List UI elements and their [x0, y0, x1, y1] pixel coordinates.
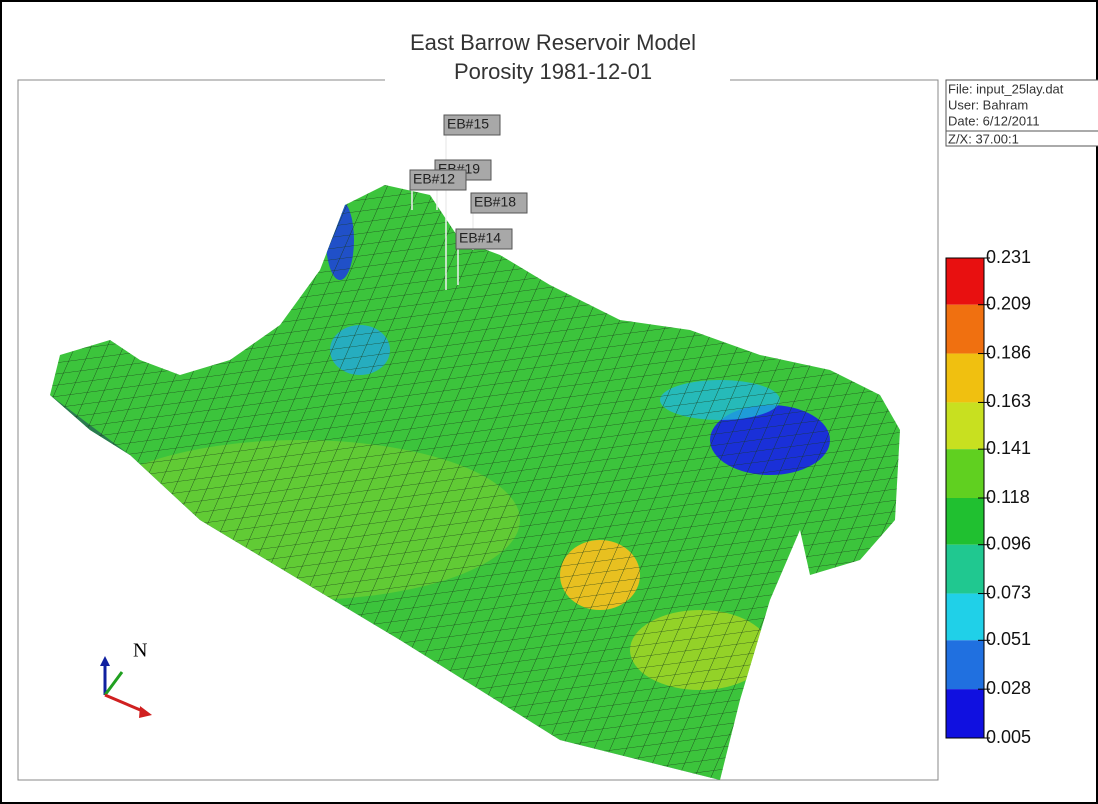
axis-arrow	[105, 672, 122, 695]
north-label: N	[133, 640, 147, 662]
well-label: EB#15	[447, 116, 489, 132]
info-box: File: input_25lay.dat User: Bahram Date:…	[946, 80, 1098, 146]
colorbar-segment	[946, 258, 984, 305]
colorbar-segment	[946, 354, 984, 403]
viewer: East Barrow Reservoir Model Porosity 198…	[0, 0, 1098, 804]
colorbar-label: 0.051	[986, 629, 1031, 649]
title: East Barrow Reservoir Model	[410, 30, 696, 55]
colorbar-label: 0.118	[986, 487, 1030, 507]
colorbar-segment	[946, 305, 984, 354]
colorbar-segment	[946, 545, 984, 594]
colorbar-label: 0.231	[986, 247, 1031, 267]
info-user: User: Bahram	[948, 97, 1028, 112]
colorbar-label: 0.209	[986, 293, 1031, 313]
compass: N	[100, 640, 152, 718]
colorbar-segment	[946, 449, 984, 498]
subtitle: Porosity 1981-12-01	[454, 59, 652, 84]
colorbar-segment	[946, 594, 984, 641]
well-label: EB#12	[413, 171, 455, 187]
info-scale: Z/X: 37.00:1	[948, 131, 1019, 146]
colorbar-label: 0.028	[986, 678, 1031, 698]
colorbar-segment	[946, 640, 984, 689]
surface	[40, 180, 910, 800]
colorbar-label: 0.141	[986, 438, 1031, 458]
info-file: File: input_25lay.dat	[948, 81, 1064, 96]
colorbar-segment	[946, 402, 984, 449]
colorbar-segment	[946, 689, 984, 738]
well-label: EB#14	[459, 230, 501, 246]
well-label: EB#18	[474, 194, 516, 210]
colorbar: 0.231 0.209 0.186 0.163 0.141 0.118 0.096 0.073…	[946, 247, 1031, 747]
arrow-head	[100, 656, 110, 666]
axis-arrow	[105, 695, 145, 712]
colorbar-segment	[946, 498, 984, 545]
arrow-head	[139, 706, 152, 718]
page: East Barrow Reservoir Model Porosity 198…	[0, 0, 1098, 804]
colorbar-label: 0.163	[986, 391, 1031, 411]
colorbar-label: 0.073	[986, 582, 1031, 602]
info-date: Date: 6/12/2011	[948, 113, 1040, 128]
colorbar-label: 0.005	[986, 727, 1031, 747]
colorbar-label: 0.096	[986, 533, 1031, 553]
surface-grid	[40, 180, 910, 790]
colorbar-label: 0.186	[986, 342, 1031, 362]
